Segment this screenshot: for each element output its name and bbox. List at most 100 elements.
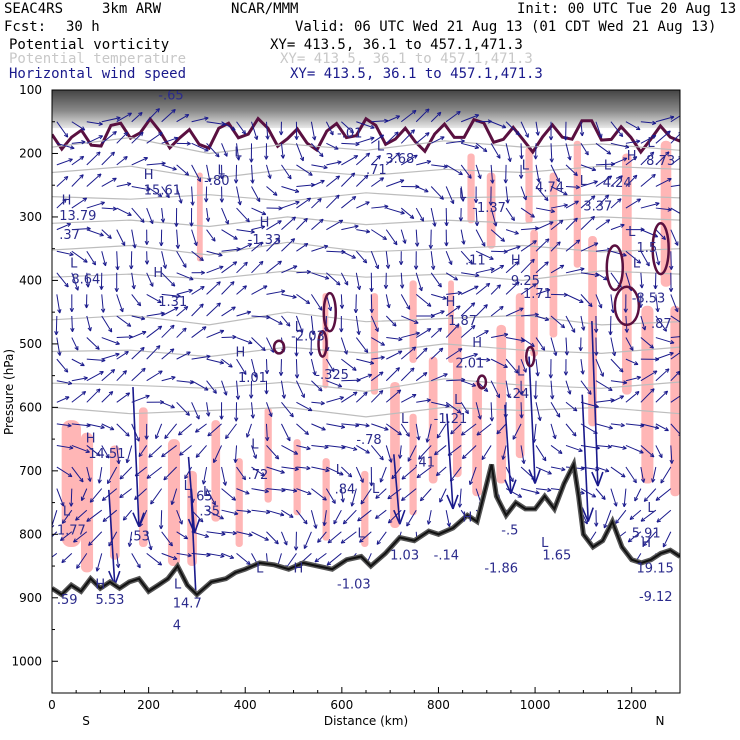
wind-arrow-head <box>119 307 124 313</box>
wind-arrow <box>610 423 625 427</box>
extremum-marker: L <box>401 412 409 427</box>
wind-arrow-head <box>87 327 92 332</box>
wind-arrow <box>251 315 271 318</box>
wind-arrow <box>56 250 74 256</box>
wind-arrow-head <box>64 282 69 288</box>
wind-arrow-head <box>107 234 112 239</box>
wind-arrow-long <box>581 394 590 522</box>
wind-arrow <box>235 164 238 184</box>
wind-arrow <box>340 272 349 286</box>
wind-arrow-head <box>184 474 189 480</box>
wind-arrow-head <box>456 409 462 414</box>
wind-arrow <box>266 531 279 545</box>
wind-arrow-head <box>127 211 132 216</box>
wind-arrow-head <box>369 308 374 313</box>
wind-arrow <box>266 445 280 460</box>
wind-arrow-head <box>395 152 400 157</box>
wind-arrow-long <box>187 456 196 534</box>
wind-arrow-head <box>573 171 578 177</box>
wind-arrow <box>281 509 294 518</box>
wind-arrow-head <box>306 445 311 451</box>
value-label: .72 <box>248 468 269 483</box>
wind-arrow-head <box>272 191 278 196</box>
wind-arrow <box>176 510 183 525</box>
wind-arrow-head <box>548 374 553 379</box>
wind-arrow-head <box>228 363 233 368</box>
wind-arrow <box>610 337 616 356</box>
wind-arrow <box>615 509 627 524</box>
wind-arrow <box>505 245 521 252</box>
wind-arrow <box>670 395 680 403</box>
wind-arrow <box>656 509 672 523</box>
wind-arrow <box>565 143 571 161</box>
wind-arrow-head <box>178 520 183 525</box>
wind-arrow <box>236 311 251 317</box>
wind-arrow-head <box>125 432 130 437</box>
wind-arrow-head <box>519 414 524 419</box>
wind-arrow <box>206 552 225 557</box>
wind-arrow-head <box>436 111 442 117</box>
wind-arrow-head <box>115 563 121 568</box>
wind-arrow-head <box>102 517 108 523</box>
wind-arrow <box>670 229 679 246</box>
wind-arrow-head <box>150 500 155 505</box>
wind-arrow-long-head <box>528 469 541 484</box>
wind-arrow <box>595 272 608 281</box>
wind-arrow <box>356 137 375 144</box>
wind-arrow <box>535 402 541 421</box>
wind-arrow-head <box>314 558 320 563</box>
wind-arrow <box>610 198 622 209</box>
wind-arrow <box>195 423 207 433</box>
wind-arrow-head <box>260 225 266 230</box>
wind-arrow-head <box>656 261 661 266</box>
wind-arrow-head <box>82 197 88 202</box>
wind-arrow-head <box>401 496 406 502</box>
wind-arrow <box>86 151 101 166</box>
wind-arrow-head <box>669 351 674 357</box>
field-pv-xy: XY= 413.5, 36.1 to 457.1,471.3 <box>270 37 523 53</box>
wind-arrow-head <box>684 335 688 338</box>
wind-arrow-head <box>434 450 439 456</box>
wind-arrow <box>415 229 418 247</box>
wind-arrow-head <box>110 368 116 374</box>
wind-arrow <box>195 445 207 458</box>
wind-arrow <box>420 488 432 502</box>
wind-arrow-head <box>243 261 248 267</box>
wind-arrow-head <box>520 338 526 343</box>
value-label: 19.15 <box>637 561 674 576</box>
wind-arrow <box>550 186 568 196</box>
value-label: 1.01 <box>238 371 267 386</box>
wind-arrow-head <box>73 538 78 543</box>
wind-arrow-head <box>503 249 508 254</box>
wind-arrow <box>221 121 236 131</box>
wind-arrow-head <box>379 371 384 376</box>
wind-arrow-head <box>158 525 164 530</box>
wind-arrow <box>670 445 673 464</box>
y-tick-label: 100 <box>19 83 42 97</box>
wind-arrow-head <box>162 264 167 269</box>
y-tick-label: 900 <box>19 591 42 605</box>
wind-arrow <box>565 380 571 395</box>
wind-arrow <box>86 388 101 403</box>
wind-arrow <box>634 488 642 502</box>
terrain-line <box>52 461 680 596</box>
wind-arrow-head <box>365 152 371 158</box>
shading-patch <box>428 356 438 484</box>
wind-arrow <box>176 164 189 176</box>
wind-arrow-head <box>634 496 639 502</box>
value-label: 1.77 <box>57 523 86 538</box>
wind-arrow-head <box>395 115 401 120</box>
wind-arrow-head <box>63 133 69 138</box>
x-tick-label: 1000 <box>520 698 551 712</box>
wind-arrow <box>221 143 228 157</box>
wind-arrow <box>116 229 126 246</box>
wind-arrow <box>281 265 298 274</box>
wind-arrow-long <box>504 404 512 494</box>
wind-arrow-head <box>155 108 160 113</box>
wind-arrow-head <box>59 536 65 542</box>
wind-arrow-head <box>379 134 385 139</box>
wind-arrow <box>445 110 461 123</box>
shading-patch <box>264 407 272 503</box>
wind-arrow-head <box>294 188 300 193</box>
wind-arrow <box>101 315 113 333</box>
